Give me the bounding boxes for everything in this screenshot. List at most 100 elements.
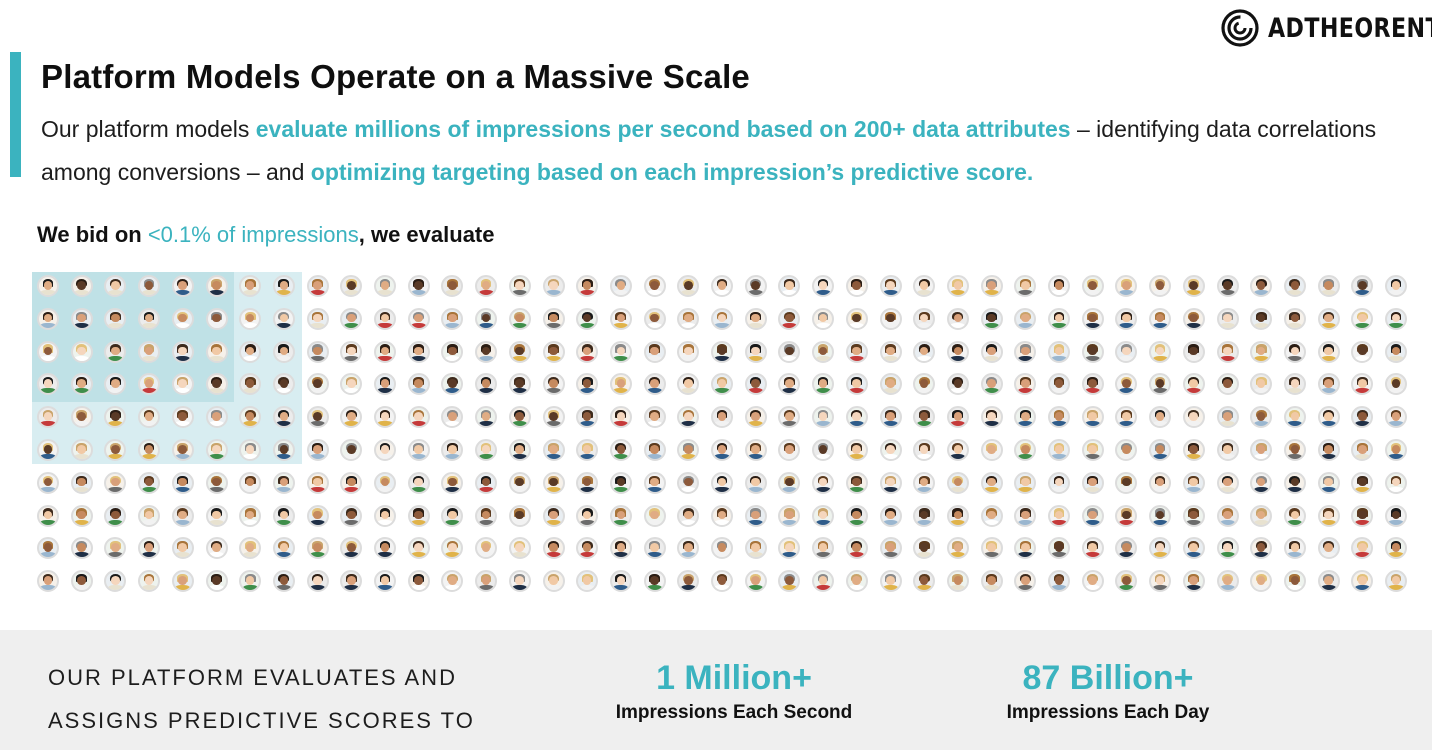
person-avatar-icon bbox=[171, 471, 194, 494]
avatar-shirt bbox=[781, 519, 797, 525]
avatar-face bbox=[1290, 346, 1300, 356]
avatar-shirt bbox=[478, 421, 494, 427]
person-avatar-icon bbox=[576, 373, 599, 396]
avatar-face bbox=[818, 313, 828, 323]
avatar-face bbox=[1155, 412, 1165, 421]
avatar-shirt bbox=[882, 355, 899, 361]
avatar-shirt bbox=[478, 486, 494, 492]
person-avatar-icon bbox=[1283, 504, 1306, 527]
avatar-shirt bbox=[310, 519, 326, 525]
avatar-shirt bbox=[1152, 552, 1168, 558]
avatar-face bbox=[178, 346, 188, 356]
face-grid bbox=[37, 275, 1407, 593]
person-avatar-icon bbox=[1081, 373, 1104, 396]
person-avatar-icon bbox=[609, 406, 632, 429]
avatar-face bbox=[414, 543, 423, 552]
avatar-shirt bbox=[276, 289, 292, 295]
person-avatar-icon bbox=[609, 570, 632, 593]
avatar-shirt bbox=[680, 322, 696, 328]
person-avatar-icon bbox=[576, 537, 599, 560]
avatar-shirt bbox=[141, 453, 157, 459]
person-avatar-icon bbox=[70, 570, 93, 593]
person-avatar-icon bbox=[70, 340, 93, 363]
avatar-face bbox=[1256, 346, 1266, 356]
person-avatar-icon bbox=[812, 340, 835, 363]
person-avatar-icon bbox=[205, 439, 228, 461]
avatar-shirt bbox=[781, 453, 797, 459]
avatar-face bbox=[1088, 346, 1097, 356]
avatar-shirt bbox=[1388, 421, 1404, 427]
person-avatar-icon bbox=[508, 439, 531, 461]
avatar-shirt bbox=[512, 421, 528, 427]
avatar-shirt bbox=[545, 388, 562, 394]
avatar-face bbox=[717, 313, 727, 323]
person-avatar-icon bbox=[138, 373, 161, 396]
avatar-shirt bbox=[680, 585, 696, 591]
avatar-shirt bbox=[1354, 552, 1370, 558]
avatar-shirt bbox=[411, 552, 427, 558]
avatar-shirt bbox=[1118, 289, 1134, 295]
person-avatar-icon bbox=[1351, 275, 1374, 297]
avatar-face bbox=[1223, 576, 1232, 585]
avatar-shirt bbox=[1219, 421, 1236, 427]
avatar-shirt bbox=[343, 552, 359, 558]
avatar-face bbox=[818, 412, 828, 421]
person-avatar-icon bbox=[508, 537, 531, 560]
person-avatar-icon bbox=[812, 275, 835, 297]
avatar-face bbox=[279, 576, 289, 585]
avatar-shirt bbox=[1287, 322, 1303, 328]
avatar-face bbox=[1391, 543, 1401, 552]
avatar-face bbox=[1088, 379, 1097, 388]
avatar-face bbox=[1088, 444, 1097, 454]
avatar-shirt bbox=[208, 289, 225, 295]
avatar-face bbox=[852, 346, 862, 356]
avatar-shirt bbox=[849, 486, 865, 492]
avatar-face bbox=[1223, 510, 1232, 520]
avatar-face bbox=[1122, 379, 1131, 388]
person-avatar-icon bbox=[609, 537, 632, 560]
avatar-shirt bbox=[1354, 453, 1370, 459]
avatar-face bbox=[683, 510, 693, 520]
avatar-face bbox=[987, 346, 996, 356]
person-avatar-icon bbox=[1317, 570, 1340, 593]
avatar-shirt bbox=[714, 355, 730, 361]
page-subtitle: Our platform models evaluate millions of… bbox=[41, 108, 1401, 194]
avatar-face bbox=[414, 576, 423, 585]
person-avatar-icon bbox=[1014, 275, 1037, 297]
avatar-shirt bbox=[781, 486, 797, 492]
avatar-face bbox=[481, 477, 491, 487]
avatar-face bbox=[582, 543, 592, 552]
avatar-face bbox=[549, 379, 558, 388]
avatar-shirt bbox=[815, 519, 831, 525]
avatar-shirt bbox=[1118, 486, 1134, 492]
avatar-shirt bbox=[343, 519, 359, 525]
avatar-face bbox=[111, 412, 120, 421]
person-avatar-icon bbox=[171, 275, 194, 297]
avatar-shirt bbox=[276, 453, 292, 459]
person-avatar-icon bbox=[138, 307, 161, 330]
person-avatar-icon bbox=[1385, 307, 1407, 330]
stat-per-second-value: 1 Million+ bbox=[656, 659, 812, 697]
avatar-face bbox=[751, 576, 760, 585]
person-avatar-icon bbox=[1250, 504, 1273, 527]
avatar-face bbox=[953, 444, 963, 454]
avatar-shirt bbox=[950, 421, 966, 427]
avatar-face bbox=[616, 313, 626, 323]
person-avatar-icon bbox=[1385, 275, 1407, 297]
avatar-shirt bbox=[613, 388, 629, 394]
avatar-face bbox=[212, 280, 221, 290]
person-avatar-icon bbox=[104, 537, 127, 560]
avatar-face bbox=[77, 346, 86, 356]
avatar-face bbox=[1155, 444, 1165, 454]
person-avatar-icon bbox=[1081, 504, 1104, 527]
avatar-shirt bbox=[1253, 453, 1269, 459]
avatar-face bbox=[481, 510, 491, 520]
avatar-face bbox=[245, 379, 255, 388]
avatar-shirt bbox=[714, 486, 730, 492]
avatar-face bbox=[818, 543, 828, 552]
avatar-face bbox=[1290, 280, 1300, 290]
avatar-shirt bbox=[579, 453, 595, 459]
avatar-face bbox=[279, 313, 289, 323]
avatar-shirt bbox=[1321, 421, 1337, 427]
avatar-face bbox=[245, 543, 255, 552]
